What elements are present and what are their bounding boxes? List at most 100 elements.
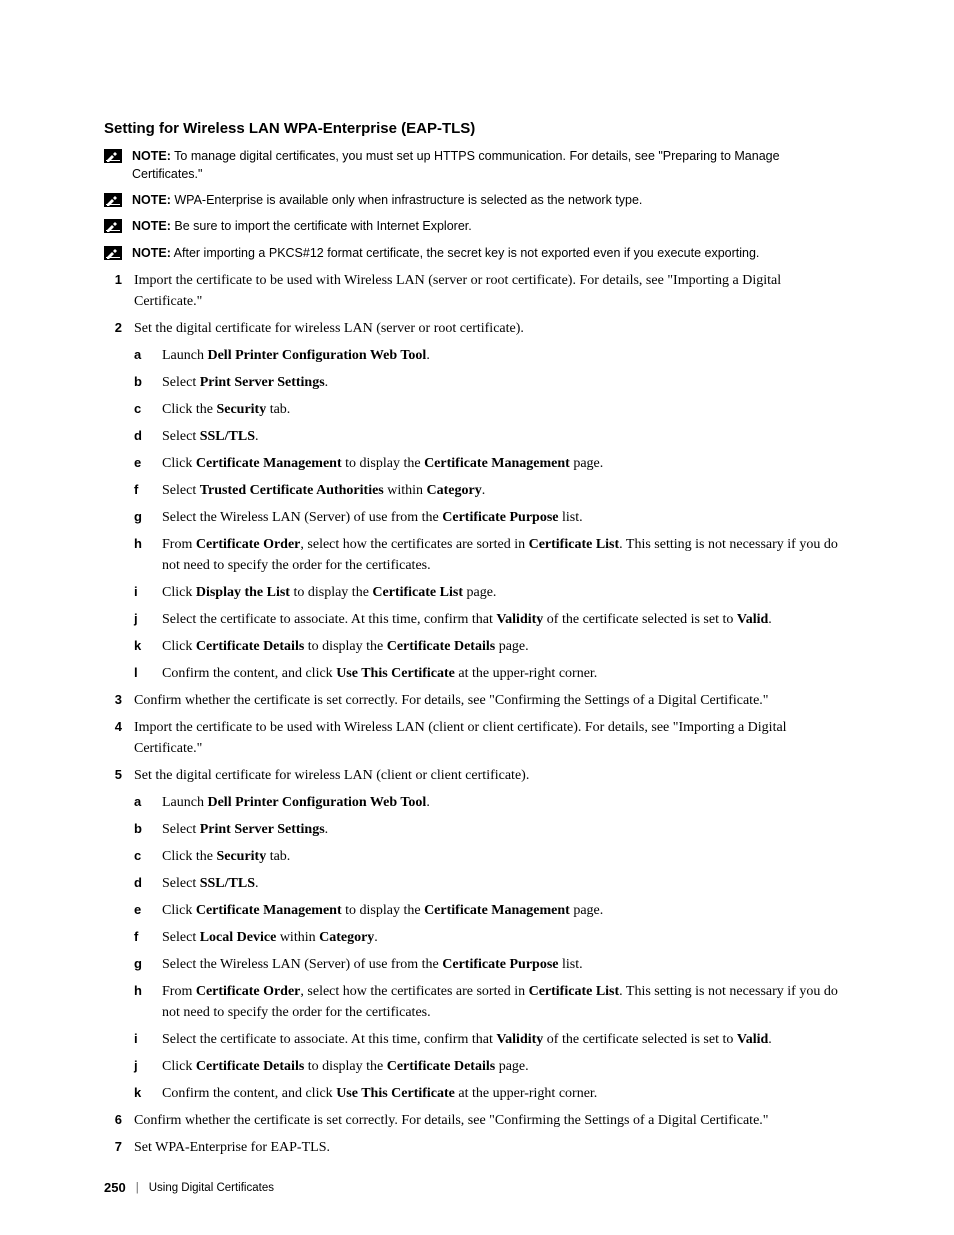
footer-section: Using Digital Certificates — [149, 1182, 274, 1194]
note-edit-icon — [104, 246, 122, 260]
sub-body: Click Certificate Details to display the… — [162, 636, 850, 657]
sub-item: hFrom Certificate Order, select how the … — [134, 534, 850, 576]
sub-body: Click Certificate Management to display … — [162, 453, 850, 474]
sub-marker: l — [134, 663, 162, 683]
sub-marker: h — [134, 534, 162, 554]
list-marker: 7 — [104, 1137, 134, 1157]
section-title: Setting for Wireless LAN WPA-Enterprise … — [104, 120, 850, 137]
sub-item: gSelect the Wireless LAN (Server) of use… — [134, 507, 850, 528]
sub-item: eClick Certificate Management to display… — [134, 453, 850, 474]
sub-item: bSelect Print Server Settings. — [134, 372, 850, 393]
sub-marker: c — [134, 399, 162, 419]
list-marker: 3 — [104, 690, 134, 710]
sub-item: kClick Certificate Details to display th… — [134, 636, 850, 657]
sub-body: Select Local Device within Category. — [162, 927, 850, 948]
list-item: 1 Import the certificate to be used with… — [104, 270, 850, 312]
sub-marker: b — [134, 372, 162, 392]
sub-body: Click Certificate Management to display … — [162, 900, 850, 921]
list-marker: 5 — [104, 765, 134, 785]
list-item: 7 Set WPA-Enterprise for EAP-TLS. — [104, 1137, 850, 1158]
list-body: Set the digital certificate for wireless… — [134, 765, 850, 786]
sub-marker: k — [134, 1083, 162, 1103]
note-row: NOTE: WPA-Enterprise is available only w… — [104, 191, 850, 209]
note-row: NOTE: After importing a PKCS#12 format c… — [104, 244, 850, 262]
list-item: 6 Confirm whether the certificate is set… — [104, 1110, 850, 1131]
note-text: NOTE: After importing a PKCS#12 format c… — [132, 244, 759, 262]
sub-body: Select SSL/TLS. — [162, 873, 850, 894]
sub-marker: d — [134, 873, 162, 893]
list-body: Confirm whether the certificate is set c… — [134, 690, 850, 711]
sub-body: Click the Security tab. — [162, 846, 850, 867]
list-body: Set WPA-Enterprise for EAP-TLS. — [134, 1137, 850, 1158]
note-edit-icon — [104, 193, 122, 207]
sub-body: From Certificate Order, select how the c… — [162, 534, 850, 576]
sub-item: aLaunch Dell Printer Configuration Web T… — [134, 792, 850, 813]
sub-body: Select the Wireless LAN (Server) of use … — [162, 954, 850, 975]
sub-item: kConfirm the content, and click Use This… — [134, 1083, 850, 1104]
sub-marker: e — [134, 453, 162, 473]
sub-item: bSelect Print Server Settings. — [134, 819, 850, 840]
sub-marker: k — [134, 636, 162, 656]
note-row: NOTE: Be sure to import the certificate … — [104, 217, 850, 235]
sub-item: iSelect the certificate to associate. At… — [134, 1029, 850, 1050]
sub-item: fSelect Trusted Certificate Authorities … — [134, 480, 850, 501]
sub-body: Select Print Server Settings. — [162, 372, 850, 393]
sub-list: aLaunch Dell Printer Configuration Web T… — [104, 345, 850, 684]
sub-marker: f — [134, 927, 162, 947]
list-item: 5 Set the digital certificate for wirele… — [104, 765, 850, 786]
list-marker: 2 — [104, 318, 134, 338]
sub-body: Launch Dell Printer Configuration Web To… — [162, 345, 850, 366]
list-body: Import the certificate to be used with W… — [134, 717, 850, 759]
sub-item: eClick Certificate Management to display… — [134, 900, 850, 921]
sub-item: jSelect the certificate to associate. At… — [134, 609, 850, 630]
numbered-list: 1 Import the certificate to be used with… — [104, 270, 850, 1158]
sub-marker: i — [134, 582, 162, 602]
sub-marker: e — [134, 900, 162, 920]
page-footer: 250 | Using Digital Certificates — [104, 1180, 274, 1195]
sub-marker: c — [134, 846, 162, 866]
sub-marker: h — [134, 981, 162, 1001]
list-marker: 1 — [104, 270, 134, 290]
sub-body: Select SSL/TLS. — [162, 426, 850, 447]
note-text: NOTE: To manage digital certificates, yo… — [132, 147, 850, 183]
note-edit-icon — [104, 149, 122, 163]
note-text: NOTE: WPA-Enterprise is available only w… — [132, 191, 642, 209]
sub-item: lConfirm the content, and click Use This… — [134, 663, 850, 684]
sub-body: Confirm the content, and click Use This … — [162, 663, 850, 684]
sub-item: fSelect Local Device within Category. — [134, 927, 850, 948]
sub-body: From Certificate Order, select how the c… — [162, 981, 850, 1023]
list-body: Import the certificate to be used with W… — [134, 270, 850, 312]
sub-body: Click Certificate Details to display the… — [162, 1056, 850, 1077]
list-body: Set the digital certificate for wireless… — [134, 318, 850, 339]
sub-item: dSelect SSL/TLS. — [134, 873, 850, 894]
sub-item: aLaunch Dell Printer Configuration Web T… — [134, 345, 850, 366]
sub-body: Launch Dell Printer Configuration Web To… — [162, 792, 850, 813]
list-marker: 4 — [104, 717, 134, 737]
note-text: NOTE: Be sure to import the certificate … — [132, 217, 472, 235]
sub-marker: i — [134, 1029, 162, 1049]
sub-marker: g — [134, 954, 162, 974]
sub-marker: f — [134, 480, 162, 500]
sub-marker: a — [134, 345, 162, 365]
list-item: 2 Set the digital certificate for wirele… — [104, 318, 850, 339]
list-item: 4 Import the certificate to be used with… — [104, 717, 850, 759]
note-row: NOTE: To manage digital certificates, yo… — [104, 147, 850, 183]
sub-body: Confirm the content, and click Use This … — [162, 1083, 850, 1104]
sub-marker: j — [134, 1056, 162, 1076]
sub-body: Select Trusted Certificate Authorities w… — [162, 480, 850, 501]
sub-item: dSelect SSL/TLS. — [134, 426, 850, 447]
sub-item: cClick the Security tab. — [134, 846, 850, 867]
sub-marker: a — [134, 792, 162, 812]
sub-marker: g — [134, 507, 162, 527]
sub-marker: j — [134, 609, 162, 629]
sub-item: hFrom Certificate Order, select how the … — [134, 981, 850, 1023]
sub-body: Click the Security tab. — [162, 399, 850, 420]
page-number: 250 — [104, 1180, 126, 1195]
sub-list: aLaunch Dell Printer Configuration Web T… — [104, 792, 850, 1104]
list-marker: 6 — [104, 1110, 134, 1130]
sub-body: Click Display the List to display the Ce… — [162, 582, 850, 603]
list-item: 3 Confirm whether the certificate is set… — [104, 690, 850, 711]
note-edit-icon — [104, 219, 122, 233]
sub-marker: d — [134, 426, 162, 446]
sub-body: Select the certificate to associate. At … — [162, 1029, 850, 1050]
